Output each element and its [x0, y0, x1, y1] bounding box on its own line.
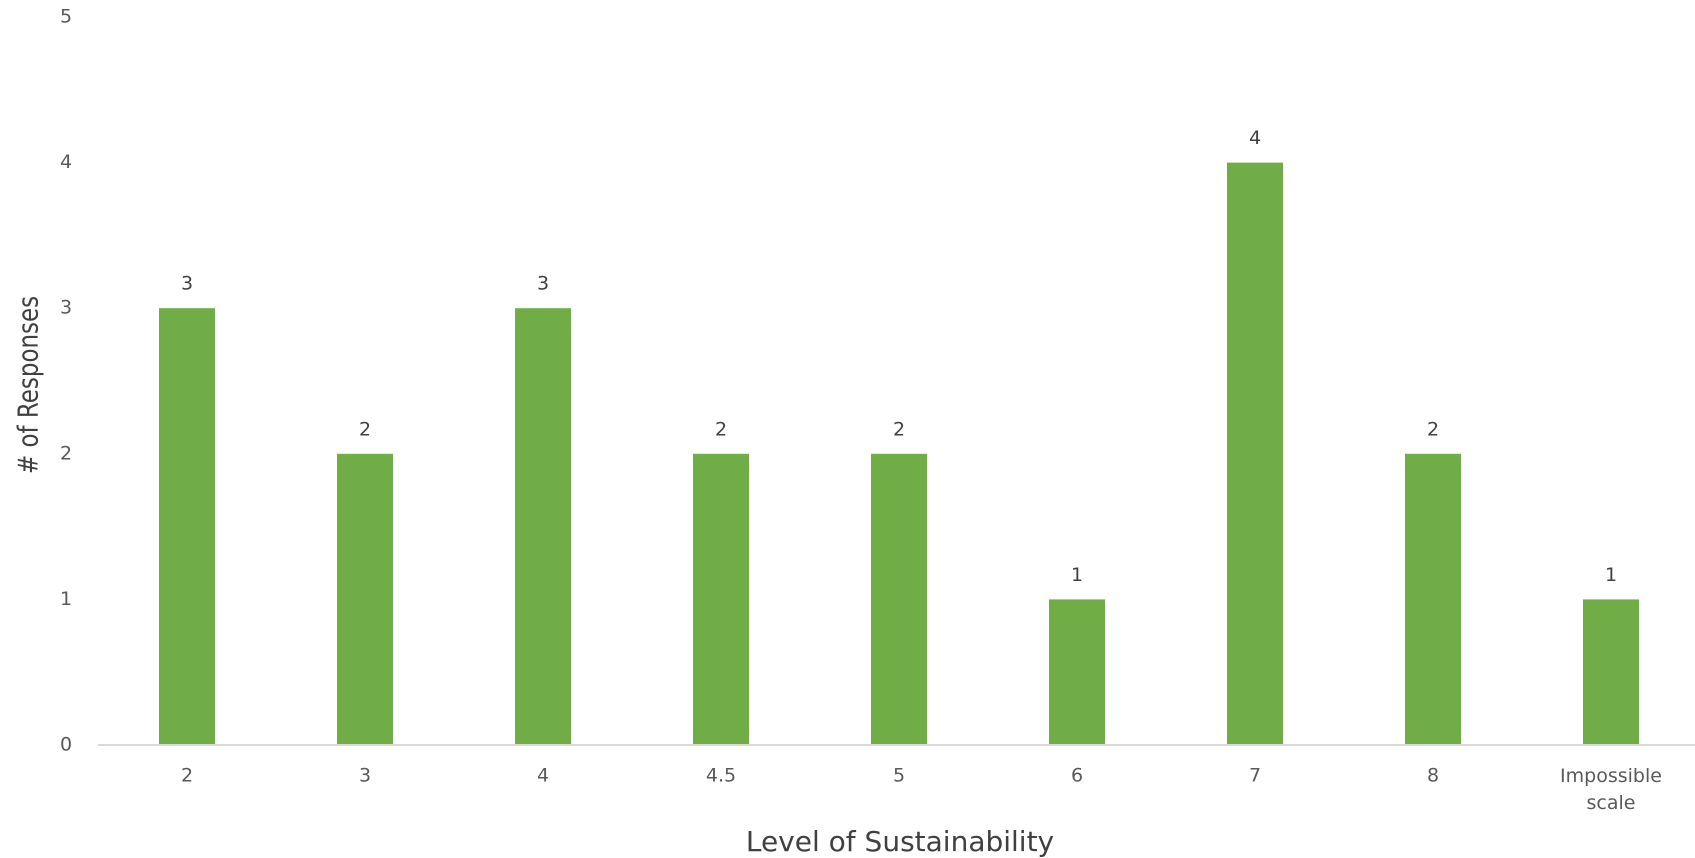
bar — [693, 453, 749, 745]
x-tick-label: 3 — [359, 765, 371, 787]
data-label: 3 — [537, 273, 549, 295]
x-tick-label: 2 — [181, 765, 193, 787]
y-tick-label: 2 — [60, 442, 72, 464]
x-tick-label: 5 — [893, 765, 905, 787]
y-tick-label: 3 — [60, 297, 72, 319]
bar — [159, 308, 215, 745]
bar — [515, 308, 571, 745]
x-axis-ticks: 2 3 4 4.5 5 6 7 8 Impossible scale — [181, 765, 1662, 814]
data-label: 1 — [1071, 564, 1083, 586]
x-tick-label: 4.5 — [706, 765, 736, 787]
data-labels: 3 2 3 2 2 1 4 2 1 — [181, 127, 1617, 586]
data-label: 2 — [893, 418, 905, 440]
y-tick-label: 0 — [60, 734, 72, 756]
bar — [337, 453, 393, 745]
y-tick-label: 5 — [60, 6, 72, 28]
data-label: 3 — [181, 273, 193, 295]
y-axis-ticks: 0 1 2 3 4 5 — [60, 6, 72, 756]
data-label: 4 — [1249, 127, 1261, 149]
x-tick-label: 4 — [537, 765, 549, 787]
x-tick-label: 6 — [1071, 765, 1083, 787]
data-label: 2 — [715, 418, 727, 440]
bars — [159, 162, 1639, 746]
bar — [871, 453, 927, 745]
x-tick-label: 7 — [1249, 765, 1261, 787]
x-tick-label: Impossible scale — [1560, 765, 1662, 814]
x-tick-label: 8 — [1427, 765, 1439, 787]
bar — [1227, 162, 1283, 746]
x-axis-title: Level of Sustainability — [746, 825, 1054, 858]
data-label: 2 — [1427, 418, 1439, 440]
bar — [1405, 453, 1461, 745]
data-label: 2 — [359, 418, 371, 440]
data-label: 1 — [1605, 564, 1617, 586]
bar — [1049, 599, 1105, 745]
y-tick-label: 4 — [60, 151, 72, 173]
y-tick-label: 1 — [60, 588, 72, 610]
y-axis-title: # of Responses — [13, 296, 46, 474]
bar — [1583, 599, 1639, 745]
